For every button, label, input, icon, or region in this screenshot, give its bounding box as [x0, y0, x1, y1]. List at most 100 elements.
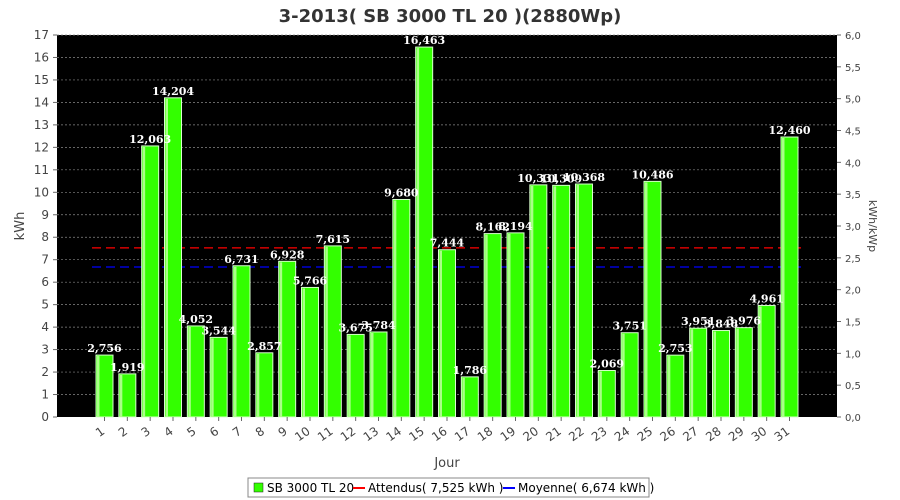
x-tick-label: 28 — [703, 424, 724, 444]
y2-axis-ticks: 0,0 0,5 1,0 1,5 2,0 2,5 3,0 3,5 4,0 4,5 5,0 5,5 6,0 — [837, 31, 861, 424]
bar-highlight — [188, 326, 191, 417]
bar-value-label: 14,204 — [152, 85, 194, 98]
x-tick-label: 24 — [612, 424, 633, 444]
bar-value-label: 10,368 — [563, 171, 605, 184]
bar-highlight — [211, 338, 214, 417]
bar-highlight — [439, 250, 442, 417]
y-tick-label: 15 — [34, 73, 49, 87]
y-tick-label: 6 — [41, 275, 49, 289]
bar-highlight — [736, 328, 739, 417]
bar-value-label: 3,751 — [612, 320, 646, 333]
bar-value-label: 3,848 — [704, 318, 739, 331]
y2-tick-label: 5,0 — [845, 95, 861, 106]
y2-tick-label: 4,5 — [845, 127, 861, 138]
bar-highlight — [530, 185, 534, 417]
y2-tick-label: 0,0 — [845, 413, 861, 424]
y2-tick-label: 4,0 — [845, 158, 861, 169]
x-tick-label: 4 — [161, 424, 175, 440]
x-tick-label: 15 — [406, 424, 427, 444]
y2-axis-label: kWh/kWp — [866, 200, 879, 252]
y2-tick-label: 2,5 — [845, 254, 861, 265]
legend-entry-moyenne: Moyenne( 6,674 kWh ) — [518, 481, 654, 495]
bar-highlight — [119, 374, 123, 417]
x-tick-label: 13 — [361, 424, 382, 444]
y-tick-label: 1 — [41, 388, 49, 402]
bar-highlight — [667, 356, 671, 417]
legend: SB 3000 TL 20 Attendus( 7,525 kWh ) Moye… — [247, 477, 654, 498]
y-tick-label: 7 — [41, 253, 49, 267]
y-tick-label: 2 — [41, 365, 49, 379]
bar-value-label: 8,162 — [475, 221, 509, 234]
y-tick-label: 11 — [34, 163, 49, 177]
bar-value-label: 3,976 — [727, 315, 762, 328]
bar-value-label: 1,786 — [453, 364, 488, 377]
bar-value-label: 4,052 — [179, 313, 213, 326]
bar-highlight — [279, 262, 283, 417]
bar-highlight — [713, 331, 716, 417]
x-tick-label: 20 — [521, 424, 542, 444]
x-tick-label: 31 — [772, 424, 793, 444]
bar-value-label: 2,753 — [658, 342, 692, 355]
bar-value-label: 10,486 — [631, 168, 673, 181]
bar-highlight — [325, 246, 328, 417]
y2-tick-label: 5,5 — [845, 63, 861, 74]
x-tick-label: 10 — [292, 424, 313, 444]
x-tick-label: 25 — [635, 424, 656, 444]
y-tick-label: 4 — [41, 320, 49, 334]
bar-highlight — [256, 353, 260, 417]
bar-value-label: 6,731 — [224, 253, 258, 266]
y-tick-label: 3 — [41, 343, 49, 357]
bar-highlight — [234, 266, 237, 417]
bar-value-label: 3,675 — [338, 321, 372, 334]
bar-highlight — [690, 329, 694, 417]
x-tick-label: 5 — [184, 424, 198, 440]
bar-value-label: 7,444 — [430, 237, 465, 250]
x-tick-label: 1 — [93, 424, 107, 440]
x-tick-label: 14 — [384, 424, 405, 444]
bar-highlight — [576, 185, 579, 417]
x-tick-label: 12 — [338, 424, 359, 444]
x-tick-label: 9 — [276, 424, 290, 440]
bar-highlight — [508, 233, 511, 417]
y-tick-label: 5 — [41, 298, 49, 312]
bar-highlight — [782, 138, 785, 417]
bar-highlight — [485, 234, 488, 417]
y-axis-label: kWh — [13, 212, 28, 241]
x-tick-label: 26 — [658, 424, 679, 444]
x-tick-label: 19 — [498, 424, 519, 444]
bar-value-label: 2,756 — [87, 342, 122, 355]
bar-value-label: 12,460 — [768, 124, 810, 137]
bar-highlight — [371, 332, 374, 417]
x-tick-label: 29 — [726, 424, 747, 444]
bar-value-label: 3,784 — [361, 319, 396, 332]
bar-value-label: 8,194 — [498, 220, 533, 233]
y2-tick-label: 1,5 — [845, 318, 861, 329]
legend-box — [247, 477, 650, 498]
x-tick-label: 23 — [589, 424, 610, 444]
y-tick-label: 10 — [34, 185, 49, 199]
x-axis-ticks: 1 2 3 4 5 6 7 8 9 10 11 12 13 14 15 16 17 18 19 20 21 22 23 24 2… — [93, 417, 792, 444]
x-tick-label: 21 — [543, 424, 564, 444]
legend-entry-attendus: Attendus( 7,525 kWh ) — [368, 481, 503, 495]
x-axis-label: Jour — [433, 456, 460, 471]
bar-value-label: 9,680 — [384, 186, 419, 199]
x-tick-label: 7 — [230, 424, 244, 440]
bar-value-label: 16,463 — [403, 34, 445, 47]
bar-value-label: 3,544 — [201, 324, 236, 337]
bar-highlight — [393, 200, 397, 417]
x-tick-label: 18 — [475, 424, 496, 444]
y-tick-label: 16 — [34, 50, 49, 64]
bar-highlight — [97, 356, 100, 417]
x-tick-label: 16 — [429, 424, 450, 444]
y2-tick-label: 3,5 — [845, 190, 861, 201]
bar-value-label: 2,857 — [247, 340, 281, 353]
bar-highlight — [416, 48, 420, 417]
bar-highlight — [645, 182, 648, 417]
x-tick-label: 2 — [116, 424, 130, 440]
bar-highlight — [165, 98, 168, 418]
x-tick-label: 27 — [680, 424, 701, 444]
y-tick-label: 14 — [34, 95, 49, 109]
bar-value-label: 2,069 — [590, 358, 624, 371]
y-tick-label: 0 — [41, 410, 49, 424]
